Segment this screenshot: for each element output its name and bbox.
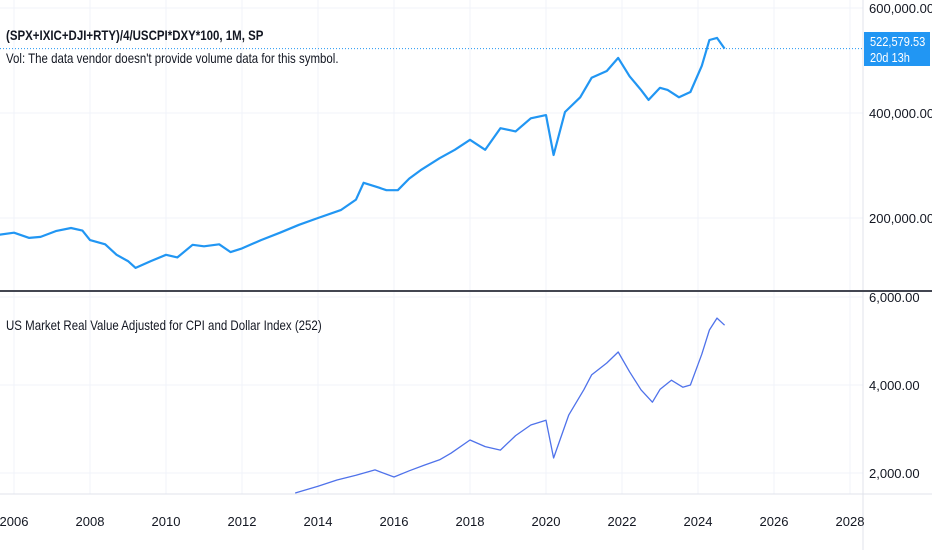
last-price-label: 522,579.53 20d 13h (864, 32, 930, 66)
x-tick-label: 2028 (836, 514, 865, 529)
x-tick-label: 2010 (152, 514, 181, 529)
y-tick-label: 400,000.00 (869, 106, 932, 121)
y-tick-label: 2,000.00 (869, 466, 920, 481)
y-tick-label: 200,000.00 (869, 211, 932, 226)
indicator-series-line (295, 317, 726, 494)
x-tick-label: 2014 (304, 514, 333, 529)
x-tick-label: 2008 (76, 514, 105, 529)
symbol-legend[interactable]: (SPX+IXIC+DJI+RTY)/4/USCPI*DXY*100, 1M, … (6, 27, 264, 43)
x-tick-label: 2016 (380, 514, 409, 529)
bar-countdown: 20d 13h (870, 50, 910, 65)
volume-legend[interactable]: Vol: The data vendor doesn't provide vol… (6, 50, 339, 66)
x-tick-label: 2026 (760, 514, 789, 529)
y-tick-label: 6,000.00 (869, 290, 920, 305)
y-tick-label: 600,000.00 (869, 1, 932, 16)
x-tick-label: 2018 (456, 514, 485, 529)
x-tick-label: 2012 (228, 514, 257, 529)
y-tick-label: 4,000.00 (869, 378, 920, 393)
last-price-value: 522,579.53 (870, 34, 926, 49)
grid (0, 0, 863, 494)
indicator-legend[interactable]: US Market Real Value Adjusted for CPI an… (6, 317, 322, 333)
x-tick-label: 2024 (684, 514, 713, 529)
main-series-line (0, 36, 726, 269)
x-tick-label: 2020 (532, 514, 561, 529)
x-tick-label: 2006 (0, 514, 28, 529)
x-tick-label: 2022 (608, 514, 637, 529)
